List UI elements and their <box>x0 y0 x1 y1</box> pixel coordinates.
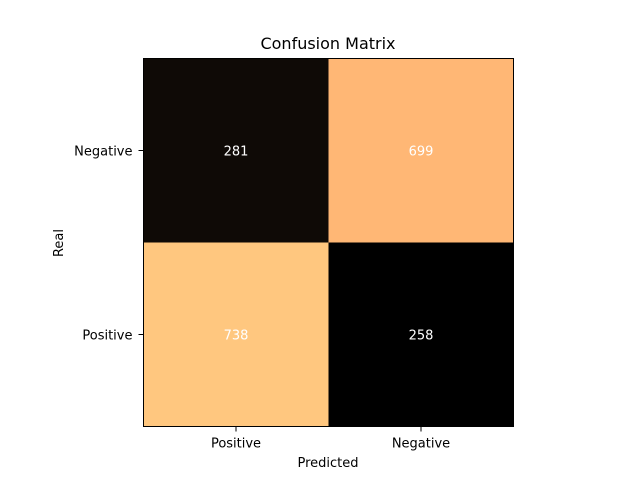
cell-value-label: 738 <box>224 329 249 344</box>
y-tick-label: Positive <box>82 329 132 344</box>
chart-title: Confusion Matrix <box>260 34 395 53</box>
cell-value-label: 699 <box>409 145 434 160</box>
heatmap-cell <box>328 242 514 427</box>
x-tick-label: Negative <box>392 437 450 452</box>
heatmap-cell <box>143 58 329 243</box>
x-axis-label: Predicted <box>297 456 358 471</box>
plot-frame <box>143 58 514 427</box>
heatmap-cells <box>143 58 514 427</box>
y-tick-label: Negative <box>74 145 132 160</box>
x-axis-ticks: Positive Negative <box>211 426 450 452</box>
cell-value-label: 281 <box>224 145 249 160</box>
cell-value-label: 258 <box>409 329 434 344</box>
heatmap-cell-labels: 281 699 738 258 <box>224 145 434 344</box>
y-axis-ticks: Negative Positive <box>74 145 144 344</box>
heatmap-cell <box>143 242 329 427</box>
x-tick-label: Positive <box>211 437 261 452</box>
heatmap-cell <box>328 58 514 243</box>
y-axis-label: Real <box>52 229 67 257</box>
